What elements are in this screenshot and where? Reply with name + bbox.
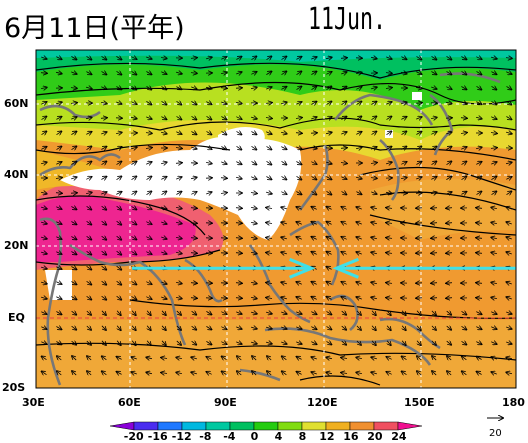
colorbar [110, 422, 422, 430]
colorbar-segment [398, 422, 422, 430]
lon-label-150e: 150E [404, 396, 434, 409]
colorbar-segment [134, 422, 158, 430]
colorbar-segment [302, 422, 326, 430]
reference-vector-label: 20 [489, 428, 502, 439]
lon-label-30e: 30E [22, 396, 45, 409]
lat-label-20n: 20N [4, 239, 29, 252]
colorbar-segment [326, 422, 350, 430]
lon-label-90e: 90E [214, 396, 237, 409]
colorbar-tick-label: -12 [172, 430, 192, 443]
colorbar-tick-label: -16 [148, 430, 168, 443]
lon-label-180: 180 [502, 396, 525, 409]
colorbar-segment [374, 422, 398, 430]
colorbar-tick-label: -8 [199, 430, 211, 443]
colorbar-segment [182, 422, 206, 430]
colorbar-tick-label: 0 [251, 430, 259, 443]
colorbar-tick-label: -20 [124, 430, 144, 443]
colorbar-segment [206, 422, 230, 430]
lat-label-eq: EQ [8, 311, 25, 324]
lat-label-60n: 60N [4, 97, 29, 110]
colorbar-tick-label: 16 [343, 430, 358, 443]
lat-label-40n: 40N [4, 168, 29, 181]
colorbar-segment [254, 422, 278, 430]
colorbar-tick-label: 12 [319, 430, 334, 443]
colorbar-segment [230, 422, 254, 430]
colorbar-tick-label: 20 [367, 430, 382, 443]
colorbar-tick-label: -4 [223, 430, 235, 443]
shaded-field [36, 50, 516, 388]
lat-label-20s: 20S [2, 381, 25, 394]
colorbar-tick-label: 8 [299, 430, 307, 443]
lon-label-120e: 120E [307, 396, 337, 409]
colorbar-segment [158, 422, 182, 430]
colorbar-tick-label: 4 [275, 430, 283, 443]
colorbar-segment [278, 422, 302, 430]
colorbar-segment [110, 422, 134, 430]
colorbar-segment [350, 422, 374, 430]
lon-label-60e: 60E [118, 396, 141, 409]
colorbar-tick-label: 24 [391, 430, 406, 443]
